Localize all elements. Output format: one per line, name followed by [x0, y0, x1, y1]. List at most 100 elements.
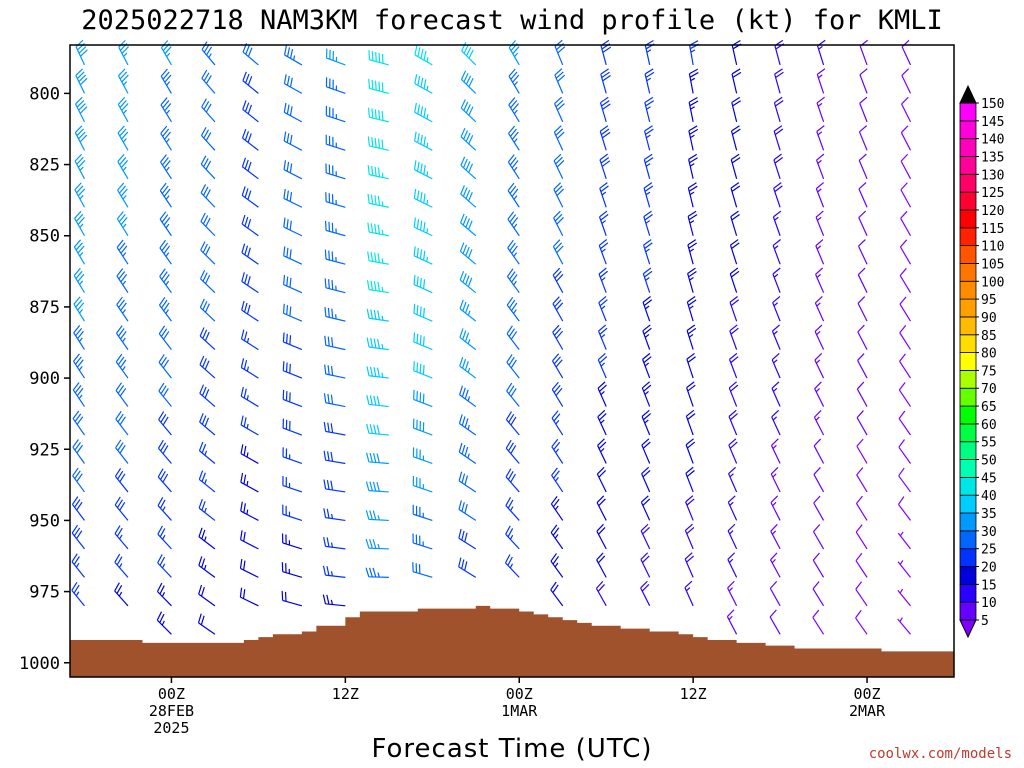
- colorbar-tick-label: 55: [981, 436, 997, 451]
- wind-barb-stroke: [772, 295, 781, 322]
- wind-barb: [640, 552, 651, 578]
- wind-barb-stroke: [597, 409, 607, 436]
- wind-barb-stroke: [772, 239, 781, 265]
- wind-barb: [74, 210, 86, 237]
- wind-barb-stroke: [75, 68, 88, 94]
- wind-barb-stroke: [458, 442, 477, 464]
- wind-barb: [159, 211, 172, 237]
- wind-barb: [641, 466, 651, 493]
- wind-barb: [366, 337, 389, 351]
- wind-barb-stroke: [640, 495, 651, 521]
- wind-barb: [198, 584, 216, 607]
- wind-barb: [686, 381, 696, 407]
- wind-barb-stroke: [550, 524, 564, 550]
- wind-barb-stroke: [367, 136, 389, 151]
- wind-barb-stroke: [324, 307, 346, 322]
- x-tick-label: 12Z: [680, 685, 707, 703]
- wind-barb: [116, 325, 129, 350]
- wind-barb: [813, 438, 825, 464]
- wind-barb: [897, 531, 911, 550]
- wind-barb-stroke: [324, 278, 346, 294]
- colorbar-cell: [959, 156, 977, 175]
- colorbar-tick-label: 90: [981, 311, 997, 326]
- wind-barb-stroke: [414, 102, 433, 123]
- wind-barb-stroke: [458, 471, 477, 493]
- wind-barb: [899, 239, 912, 265]
- wind-barb: [856, 438, 868, 464]
- wind-barb: [684, 552, 695, 578]
- y-tick-label: 1000: [19, 654, 60, 674]
- wind-barb-stroke: [159, 239, 172, 265]
- wind-barb-stroke: [117, 68, 129, 94]
- wind-barb-stroke: [504, 554, 520, 578]
- wind-barb-stroke: [771, 324, 781, 350]
- wind-barb: [282, 303, 303, 322]
- wind-barb: [769, 609, 781, 635]
- wind-barb: [325, 77, 346, 94]
- wind-barb: [283, 45, 303, 66]
- wind-barb-stroke: [72, 439, 85, 464]
- wind-barb: [729, 324, 739, 350]
- wind-barb-stroke: [641, 438, 651, 464]
- wind-barb-stroke: [813, 410, 825, 436]
- wind-barb: [412, 504, 433, 521]
- wind-barb-stroke: [198, 584, 216, 607]
- wind-barb-stroke: [899, 239, 912, 265]
- wind-barb: [241, 243, 259, 265]
- wind-barb-stroke: [774, 39, 785, 66]
- wind-barb: [75, 39, 88, 66]
- wind-barb-stroke: [158, 325, 172, 350]
- wind-barb: [504, 554, 520, 578]
- wind-barb: [858, 125, 868, 151]
- wind-barb: [729, 267, 740, 293]
- wind-barb-stroke: [857, 353, 868, 379]
- wind-barb: [816, 96, 825, 123]
- wind-barb: [554, 96, 565, 123]
- wind-barb-stroke: [460, 185, 477, 208]
- wind-barb-stroke: [459, 299, 477, 322]
- colorbar-cell: [959, 191, 977, 211]
- wind-barb-stroke: [770, 438, 781, 464]
- wind-barb: [367, 107, 389, 123]
- wind-barb-stroke: [554, 68, 566, 94]
- wind-barb: [644, 96, 655, 123]
- wind-barb-stroke: [239, 558, 259, 578]
- wind-barb: [157, 554, 172, 578]
- wind-barb: [856, 410, 868, 436]
- wind-barb-stroke: [859, 96, 868, 123]
- wind-barb-stroke: [773, 96, 784, 123]
- wind-barb: [199, 355, 216, 379]
- wind-barb: [283, 188, 303, 208]
- wind-barb-stroke: [770, 466, 781, 493]
- wind-barb: [323, 479, 346, 493]
- wind-barb-stroke: [771, 409, 781, 436]
- wind-barb-stroke: [239, 587, 259, 607]
- wind-barb: [816, 125, 825, 151]
- wind-barb-stroke: [283, 217, 303, 237]
- x-tick-label: 12Z: [332, 685, 359, 703]
- wind-barb: [900, 182, 912, 208]
- wind-barb-stroke: [240, 501, 259, 521]
- wind-barb-stroke: [857, 267, 868, 293]
- wind-barb-stroke: [323, 536, 346, 550]
- wind-barb-stroke: [240, 530, 259, 550]
- wind-barb-stroke: [366, 423, 389, 436]
- wind-barb: [730, 210, 740, 236]
- wind-barb: [727, 523, 738, 550]
- wind-barb-stroke: [200, 155, 216, 180]
- wind-barb: [323, 393, 346, 408]
- wind-barb: [684, 523, 695, 550]
- colorbar-tick-label: 150: [981, 97, 1004, 112]
- wind-barb-stroke: [72, 410, 85, 436]
- wind-barb: [685, 409, 696, 436]
- wind-barb: [157, 439, 172, 464]
- wind-barb-stroke: [731, 40, 742, 66]
- wind-barb: [550, 496, 564, 521]
- wind-barb-stroke: [550, 496, 564, 521]
- wind-barb: [325, 163, 346, 180]
- wind-barb-stroke: [901, 39, 912, 66]
- colorbar-tick-label: 50: [981, 454, 997, 469]
- wind-barb-stroke: [115, 410, 129, 436]
- wind-barb-stroke: [325, 48, 346, 66]
- colorbar-bottom-arrow: [959, 619, 977, 639]
